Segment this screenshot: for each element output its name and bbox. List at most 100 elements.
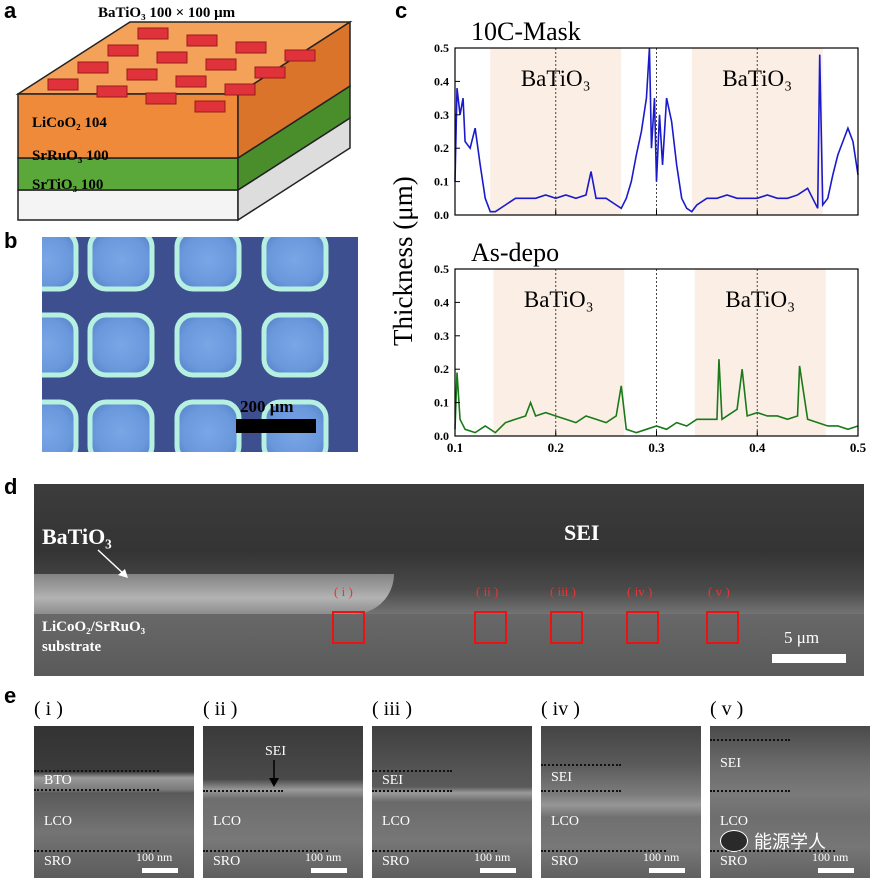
roi-box-i [332,611,365,644]
y-tick-label: 0.1 [434,396,449,410]
thickness-profile-charts: BaTiO₃ BaTiO₃0.00.10.20.30.40.510C-MaskBa… [434,17,867,455]
bto-region-label: BaTiO₃ [725,287,795,312]
series-line [454,47,859,213]
roi-box-iii [550,611,583,644]
sem-panel-ii: SEI LCO SRO 100 nm [203,726,363,878]
boundary-line [34,789,159,791]
roi-box-v [706,611,739,644]
arrow-icon [97,549,128,578]
sro-label: SRO [720,854,748,869]
box-label-iii: ( iii ) [550,584,576,599]
sro-label: SRO [213,854,241,869]
panel-label-e: e [4,683,17,708]
sem-scale-text: 5 μm [784,628,820,647]
boundary-line [372,850,497,852]
y-tick-label: 0.5 [434,262,449,276]
layer-lco-label: LiCoO₂ 104 [32,115,107,131]
bto-region-label: BaTiO₃ [524,287,594,312]
y-tick-label: 0.3 [434,329,449,343]
box-label-i: ( i ) [334,584,353,599]
panel-label-d: d [4,474,18,499]
sro-label: SRO [551,854,579,869]
y-tick-label: 0.4 [434,74,449,88]
chart-title: 10C-Mask [471,17,581,46]
box-label-ii: ( ii ) [476,584,499,599]
bto-region-label: BaTiO₃ [521,66,591,91]
y-tick-label: 0.3 [434,108,449,122]
micrograph-squares [42,237,329,452]
sei-label: SEI [720,756,741,771]
bto-region-label: BaTiO₃ [722,66,792,91]
panel-label-c: c [395,0,408,23]
bto-label: BTO [44,773,72,788]
series-line [454,359,859,434]
bto-region [490,48,622,215]
y-tick-label: 0.2 [434,362,449,376]
roi-box-iv [626,611,659,644]
sei-label: SEI [382,773,403,788]
y-tick-label: 0.2 [434,141,449,155]
optical-micrograph: 200 μm [42,237,358,452]
y-tick-label: 0.0 [434,208,449,222]
sem-substrate-label-2: substrate [42,639,102,655]
panel-label-b: b [4,228,18,253]
sem-sei-label: SEI [564,520,600,545]
scale-text: 100 nm [305,850,342,864]
wechat-icon [720,830,748,852]
boundary-line [541,764,621,766]
boundary-line [34,770,159,772]
x-tick-label: 0.3 [648,440,665,455]
micrograph-scale-bar [236,419,316,433]
scale-text: 100 nm [474,850,511,864]
box-label-iv: ( iv ) [627,584,653,599]
boundary-line [372,770,452,772]
scale-bar [649,868,685,873]
boundary-line [710,739,790,741]
x-tick-label: 0.5 [850,440,867,455]
panel-e-label-iv: ( iv ) [541,698,580,720]
sro-label: SRO [382,854,410,869]
sem-cross-section: BaTiO₃ SEI LiCoO₂/SrRuO₃ substrate ( i )… [34,484,864,676]
lco-label: LCO [720,814,748,829]
sem-panel-i: BTO LCO SRO 100 nm [34,726,194,878]
chart-title: As-depo [471,238,559,267]
sem-panel-v: SEI LCO SRO 100 nm [710,726,870,878]
sei-label: SEI [265,744,286,759]
panel-label-a: a [4,0,17,23]
roi-box-ii [474,611,507,644]
sem-bto-label: BaTiO₃ [42,524,112,549]
sem-panel-iii: SEI LCO SRO 100 nm [372,726,532,878]
sro-label: SRO [44,854,72,869]
panel-e-label-iii: ( iii ) [372,698,412,720]
lco-label: LCO [382,814,410,829]
y-tick-label: 0.5 [434,41,449,55]
boundary-line [203,850,328,852]
sem-panel-iv: SEI LCO SRO 100 nm [541,726,701,878]
boundary-line [541,790,621,792]
box-label-v: ( v ) [708,584,730,599]
lco-label: LCO [44,814,72,829]
boundary-line [710,790,790,792]
sem-scale-bar [772,654,846,663]
micrograph-scale-text: 200 μm [240,397,294,416]
panel-e-label-ii: ( ii ) [203,698,238,720]
x-tick-label: 0.2 [548,440,564,455]
layer-sto-label: SrTiO₃ 100 [32,177,104,193]
y-tick-label: 0.0 [434,429,449,443]
x-tick-label: 0.1 [447,440,463,455]
boundary-line [372,790,452,792]
panel-e-label-v: ( v ) [710,698,744,720]
panel-e-label-i: ( i ) [34,698,63,720]
bto-region [493,269,625,436]
scale-bar [818,868,854,873]
sem-substrate-label-1: LiCoO₂/SrRuO₃ [42,619,146,635]
bto-region [691,48,823,215]
scale-text: 100 nm [643,850,680,864]
lco-label: LCO [213,814,241,829]
layer-sro-label: SrRuO₃ 100 [32,148,109,164]
scale-text: 100 nm [812,850,849,864]
panel-a-title: BaTiO₃ 100 × 100 μm [98,5,236,21]
boundary-line [541,850,666,852]
sei-label: SEI [551,770,572,785]
bto-pads [47,27,316,113]
